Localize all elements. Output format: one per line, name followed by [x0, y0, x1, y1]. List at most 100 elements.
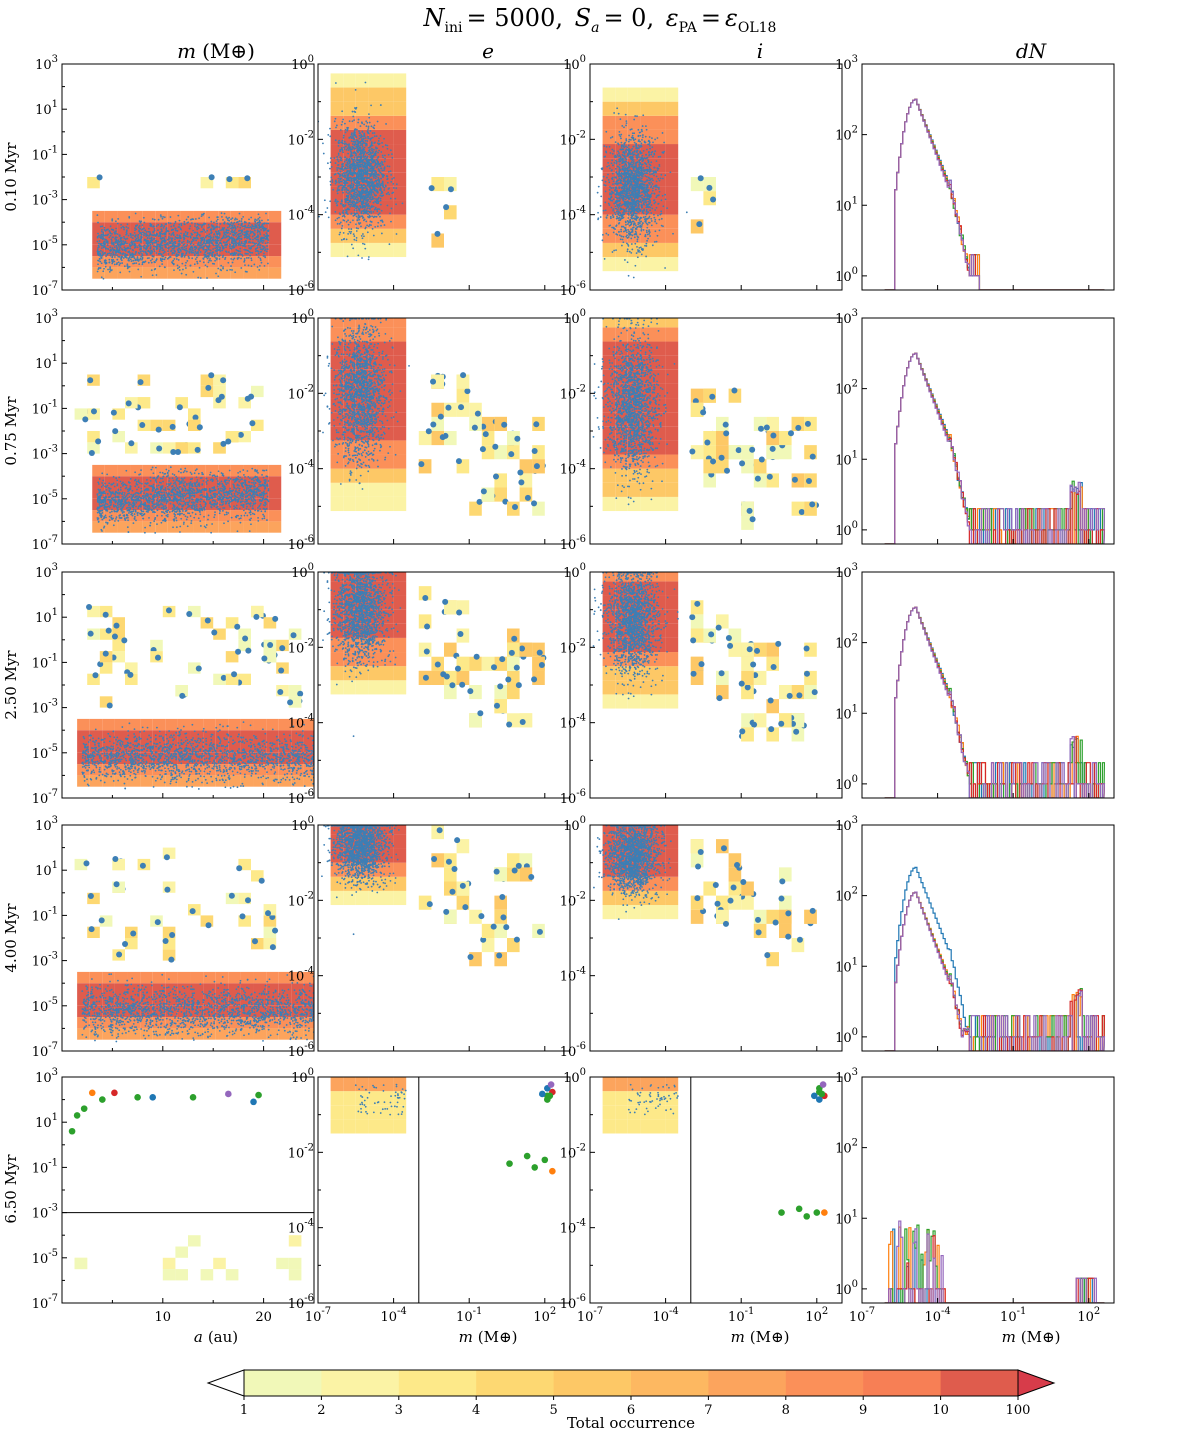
ytick-label: 10-4	[288, 205, 314, 224]
planetesimal-dot	[648, 230, 650, 233]
planetesimal-dot	[185, 261, 187, 264]
planetesimal-dot	[623, 209, 626, 211]
planetesimal-dot	[605, 232, 608, 235]
planetesimal-dot	[645, 128, 648, 131]
planetesimal-dot	[263, 237, 265, 240]
planetesimal-dot	[654, 184, 657, 187]
planetesimal-dot	[184, 264, 187, 267]
planetesimal-dot	[177, 226, 180, 228]
planetesimal-dot	[654, 201, 657, 203]
heat-cell	[665, 115, 679, 130]
planetesimal-dot	[134, 235, 136, 238]
planetesimal-dot	[343, 146, 345, 149]
planetesimal-dot	[653, 192, 656, 195]
planetesimal-dot	[247, 224, 250, 227]
planetesimal-dot	[660, 199, 663, 202]
planetesimal-dot	[627, 196, 629, 199]
planetesimal-dot	[199, 223, 201, 226]
planetesimal-dot	[615, 196, 618, 199]
planetesimal-dot	[349, 163, 352, 166]
planetesimal-dot	[341, 148, 343, 151]
planetesimal-dot	[652, 155, 654, 158]
planetesimal-dot	[338, 222, 341, 225]
heat-cell	[230, 210, 244, 223]
planetesimal-dot	[645, 222, 648, 225]
planetesimal-dot	[369, 196, 372, 199]
heat-cell	[330, 73, 344, 88]
planetesimal-dot	[633, 132, 636, 135]
planetesimal-dot	[207, 255, 210, 258]
planetesimal-dot	[370, 224, 372, 227]
planetesimal-dot	[253, 229, 256, 232]
planetesimal-dot	[390, 207, 393, 210]
planetesimal-dot	[634, 227, 637, 230]
planetesimal-dot	[386, 165, 389, 168]
planetesimal-dot	[654, 218, 657, 221]
planetesimal-dot	[264, 228, 267, 231]
planetesimal-dot	[239, 226, 242, 229]
planetesimal-dot	[651, 177, 653, 180]
planetesimal-dot	[127, 251, 130, 253]
planetesimal-dot	[209, 235, 212, 238]
planetesimal-dot	[232, 258, 235, 261]
planetesimal-dot	[380, 167, 382, 170]
planetesimal-dot	[361, 150, 364, 153]
planetesimal-dot	[347, 223, 350, 226]
planetesimal-dot	[624, 210, 626, 213]
planetesimal-dot	[367, 184, 369, 186]
planetesimal-dot	[612, 231, 615, 234]
planetesimal-dot	[644, 198, 647, 200]
planetesimal-dot	[241, 233, 244, 235]
planetesimal-dot	[173, 269, 175, 272]
planetesimal-dot	[163, 258, 166, 261]
planetesimal-dot	[224, 233, 227, 236]
planetesimal-dot	[100, 234, 102, 237]
planetesimal-dot	[155, 258, 158, 260]
heat-cell	[104, 222, 118, 234]
planetesimal-dot	[243, 234, 246, 236]
heat-cell	[602, 228, 616, 243]
planetesimal-dot	[114, 251, 117, 254]
heat-cell	[615, 115, 628, 130]
planetesimal-dot	[183, 238, 185, 241]
planetesimal-dot	[119, 262, 122, 265]
planetesimal-dot	[363, 177, 366, 179]
planetesimal-dot	[100, 247, 103, 250]
planetesimal-dot	[202, 236, 205, 239]
planetesimal-dot	[211, 253, 214, 256]
planetesimal-dot	[205, 248, 208, 251]
planetesimal-dot	[117, 217, 120, 220]
planetesimal-dot	[155, 252, 158, 254]
planetesimal-dot	[257, 250, 260, 253]
planetesimal-dot	[361, 131, 364, 133]
planetesimal-dot	[603, 145, 606, 148]
planetesimal-dot	[633, 118, 636, 121]
planetesimal-dot	[631, 227, 634, 229]
planetesimal-dot	[632, 175, 634, 178]
planetesimal-dot	[187, 235, 189, 238]
planetesimal-dot	[641, 194, 644, 197]
planetesimal-dot	[117, 239, 120, 241]
planetesimal-dot	[355, 239, 358, 242]
heat-cell	[615, 87, 628, 102]
planetesimal-dot	[344, 211, 347, 214]
planetesimal-dot	[259, 257, 262, 260]
planetesimal-dot	[337, 177, 340, 180]
planetesimal-dot	[349, 154, 352, 157]
heat-cell	[180, 256, 194, 268]
planetesimal-dot	[375, 180, 378, 183]
planetesimal-dot	[385, 123, 387, 125]
planetesimal-dot	[647, 200, 650, 203]
planetesimal-dot	[97, 232, 99, 235]
planetesimal-dot	[183, 223, 186, 226]
planetesimal-dot	[153, 229, 156, 232]
planetesimal-dot	[646, 212, 649, 215]
heat-cell	[205, 222, 219, 234]
planetesimal-dot	[329, 135, 332, 138]
planetesimal-dot	[129, 247, 132, 250]
planetesimal-dot	[150, 261, 153, 264]
embryo-dot	[447, 186, 454, 193]
planetesimal-dot	[351, 135, 354, 138]
planetesimal-dot	[610, 217, 612, 220]
planetesimal-dot	[340, 199, 343, 202]
